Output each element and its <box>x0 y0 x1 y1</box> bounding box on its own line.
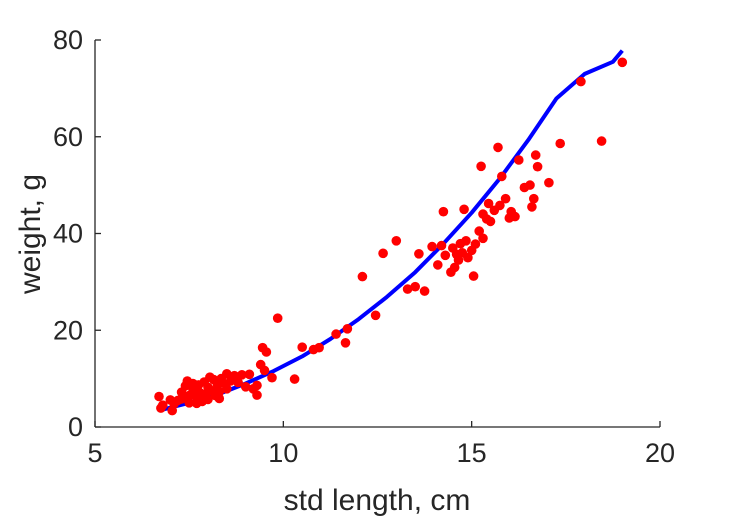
y-tick-label: 0 <box>68 412 83 442</box>
data-point <box>449 262 460 273</box>
data-point <box>342 324 353 334</box>
data-point <box>214 393 225 404</box>
data-point <box>544 177 554 188</box>
data-point <box>527 202 537 212</box>
data-point <box>497 171 507 182</box>
data-point <box>514 155 524 165</box>
x-tick-label: 20 <box>645 438 675 468</box>
data-point <box>414 249 424 259</box>
data-point <box>237 370 247 380</box>
data-point <box>419 286 430 296</box>
data-point <box>596 136 607 146</box>
data-point <box>272 313 283 324</box>
data-point <box>410 281 421 292</box>
axes-layer <box>94 40 660 428</box>
data-points-layer <box>154 57 628 416</box>
data-point <box>331 329 341 339</box>
data-point <box>340 338 351 348</box>
y-tick-label: 80 <box>53 25 83 55</box>
x-tick-label: 10 <box>268 438 298 468</box>
data-point <box>438 206 449 217</box>
y-tick-label: 60 <box>53 122 83 152</box>
data-point <box>402 284 413 294</box>
data-point <box>525 180 535 190</box>
data-point <box>576 76 586 87</box>
data-point <box>433 260 443 270</box>
data-point <box>240 382 251 392</box>
data-point <box>485 216 496 227</box>
y-tick-label: 20 <box>53 315 83 345</box>
data-point <box>483 198 494 209</box>
data-point <box>478 233 488 244</box>
data-point <box>459 204 469 215</box>
data-point <box>370 310 381 321</box>
data-point <box>184 398 194 408</box>
data-point <box>555 138 565 149</box>
data-point <box>476 161 486 172</box>
y-tick-label: 40 <box>53 219 83 249</box>
data-point <box>391 236 402 246</box>
x-tick-label: 5 <box>87 438 102 468</box>
data-point <box>453 255 464 265</box>
data-point <box>233 377 243 388</box>
data-point <box>158 400 168 411</box>
data-point <box>176 394 187 404</box>
data-point <box>297 342 308 353</box>
data-point <box>222 384 232 394</box>
data-point <box>474 226 485 236</box>
data-point <box>495 200 505 211</box>
data-point <box>493 142 503 153</box>
data-point <box>244 369 255 380</box>
data-point <box>436 240 447 251</box>
data-point <box>357 271 368 282</box>
data-point <box>252 390 262 400</box>
data-point <box>500 193 511 204</box>
x-axis-label: std length, cm <box>284 484 471 517</box>
y-axis-label: weight, g <box>14 174 47 295</box>
fit-curve <box>160 49 624 413</box>
data-point <box>468 271 479 281</box>
data-point <box>267 372 277 383</box>
data-point <box>470 239 481 249</box>
data-point <box>463 252 473 263</box>
ticks-layer: 5 10 15 20 0 20 40 60 80 <box>53 25 675 468</box>
data-point <box>259 365 270 376</box>
data-point <box>440 250 451 261</box>
fit-curve-layer <box>160 49 624 413</box>
data-point <box>289 374 300 384</box>
data-point <box>261 347 272 357</box>
data-point <box>214 386 225 397</box>
x-tick-label: 15 <box>457 438 487 468</box>
data-point <box>617 57 628 68</box>
data-point <box>530 150 541 160</box>
data-point <box>314 342 324 353</box>
data-point <box>252 380 262 391</box>
data-point <box>532 161 543 172</box>
data-point <box>510 211 520 222</box>
data-point <box>461 236 471 246</box>
data-point <box>203 394 213 405</box>
data-point <box>222 369 232 379</box>
data-point <box>529 193 539 204</box>
data-point <box>427 241 437 252</box>
data-point <box>154 391 164 402</box>
data-point <box>378 248 388 259</box>
